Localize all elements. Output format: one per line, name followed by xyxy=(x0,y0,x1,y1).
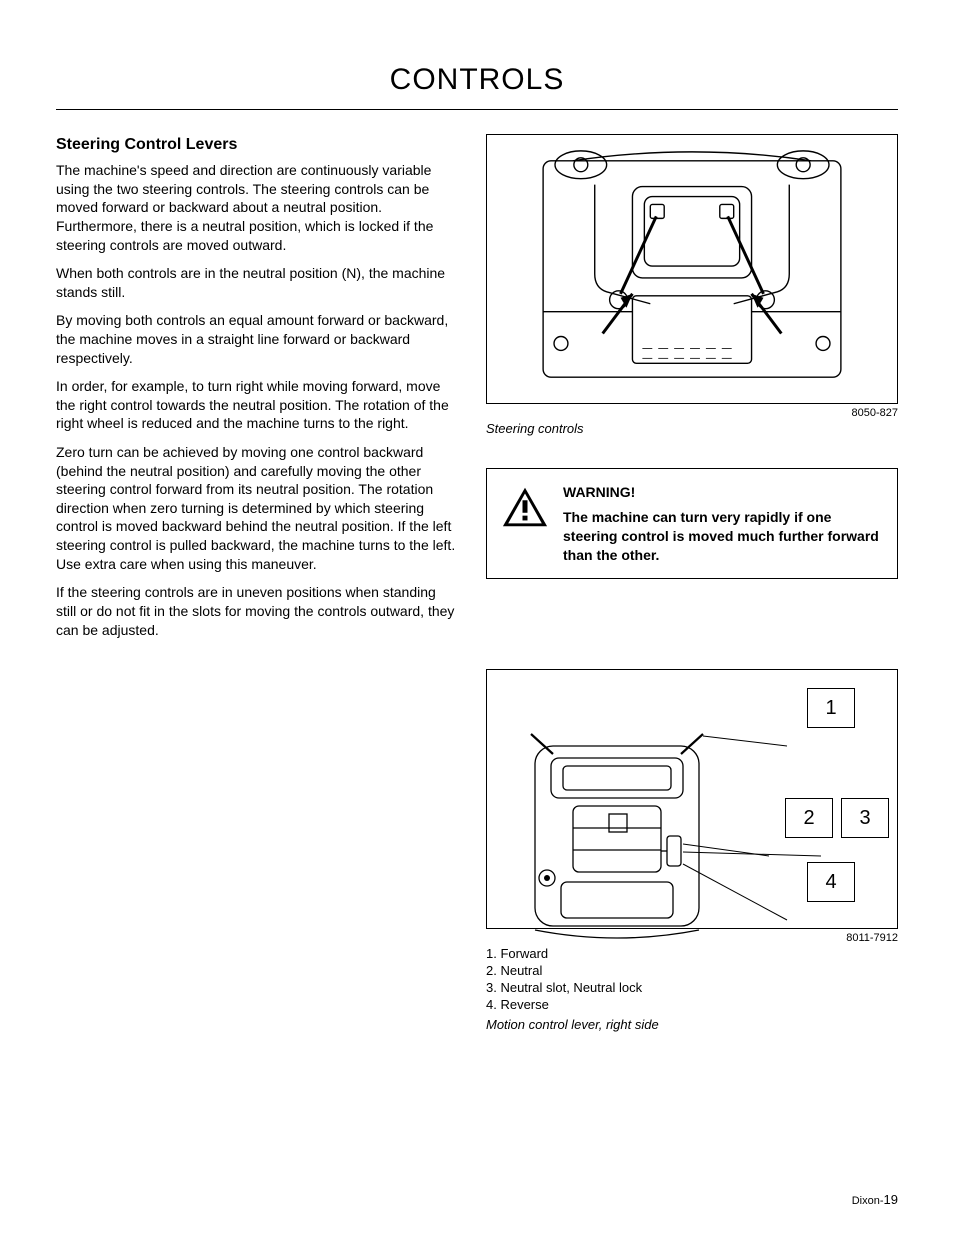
figure2-caption: Motion control lever, right side xyxy=(486,1016,898,1034)
callout-neutral-slot: 3 xyxy=(841,798,889,838)
title-rule xyxy=(56,109,898,110)
warning-body: The machine can turn very rapidly if one… xyxy=(563,508,883,565)
warning-title: WARNING! xyxy=(563,483,883,502)
legend-item: 4. Reverse xyxy=(486,997,898,1014)
figure1-caption: Steering controls xyxy=(486,420,898,438)
body-paragraph: If the steering controls are in uneven p… xyxy=(56,583,456,639)
figure1-ref: 8050-827 xyxy=(486,406,898,421)
body-paragraph: By moving both controls an equal amount … xyxy=(56,311,456,367)
footer-brand: Dixon- xyxy=(852,1195,884,1207)
content-columns: Steering Control Levers The machine's sp… xyxy=(56,134,898,1034)
warning-icon xyxy=(501,485,549,529)
figure2-drawing xyxy=(511,710,871,970)
body-paragraph: In order, for example, to turn right whi… xyxy=(56,377,456,433)
right-column: 8050-827 Steering controls WARNING! The … xyxy=(486,134,898,1034)
callout-reverse: 4 xyxy=(807,862,855,902)
callout-forward: 1 xyxy=(807,688,855,728)
left-column: Steering Control Levers The machine's sp… xyxy=(56,134,456,1034)
page-title: CONTROLS xyxy=(56,60,898,101)
body-paragraph: The machine's speed and direction are co… xyxy=(56,161,456,254)
body-paragraph: Zero turn can be achieved by moving one … xyxy=(56,443,456,573)
page-footer: Dixon-19 xyxy=(852,1191,898,1209)
warning-text: WARNING! The machine can turn very rapid… xyxy=(563,483,883,565)
warning-box: WARNING! The machine can turn very rapid… xyxy=(486,468,898,580)
figure-steering-controls xyxy=(486,134,898,404)
legend-item: 3. Neutral slot, Neutral lock xyxy=(486,980,898,997)
body-paragraph: When both controls are in the neutral po… xyxy=(56,264,456,301)
figure-motion-control-lever: 1 2 3 4 xyxy=(486,669,898,929)
section-heading-steering: Steering Control Levers xyxy=(56,134,456,156)
footer-page-number: 19 xyxy=(884,1192,898,1207)
callout-neutral: 2 xyxy=(785,798,833,838)
